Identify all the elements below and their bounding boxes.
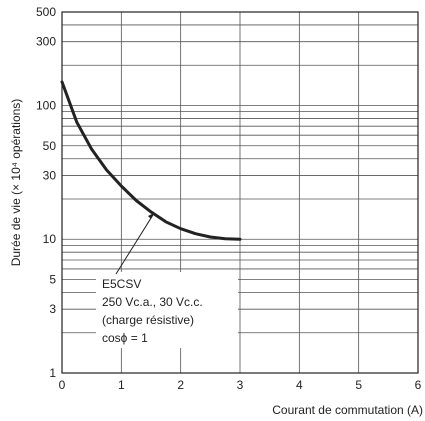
y-tick-label: 50 (43, 139, 57, 153)
annotation-text: cosϕ = 1 (102, 331, 148, 345)
y-axis-label: Durée de vie (× 10⁴ opérations) (9, 99, 23, 267)
annotation-text: (charge résistive) (102, 313, 194, 327)
y-tick-label: 30 (43, 168, 57, 182)
y-tick-label: 500 (36, 5, 56, 19)
plot-frame (61, 11, 419, 374)
annotation: E5CSV 250 Vc.a., 30 Vc.c. (charge résistiv… (96, 212, 238, 348)
x-tick-label: 0 (59, 378, 66, 392)
y-tick-label: 1 (49, 366, 56, 380)
annotation-leader (115, 214, 154, 275)
annotation-text: E5CSV (102, 277, 141, 291)
annotation-text: 250 Vc.a., 30 Vc.c. (102, 295, 203, 309)
y-tick-label: 100 (36, 98, 56, 112)
y-tick-label: 3 (49, 302, 56, 316)
x-tick-label: 2 (177, 378, 184, 392)
annotation-box (96, 272, 238, 348)
x-tick-label: 6 (415, 378, 422, 392)
y-tick-label: 300 (36, 35, 56, 49)
y-tick-label: 10 (43, 232, 57, 246)
x-axis-label: Courant de commutation (A) (272, 403, 423, 417)
annotation-arrowhead (147, 212, 154, 219)
x-tick-label: 5 (355, 378, 362, 392)
x-tick-label: 4 (296, 378, 303, 392)
x-tick-label: 3 (237, 378, 244, 392)
series-line (60, 80, 242, 241)
y-tick-label: 5 (49, 273, 56, 287)
series-layer (60, 80, 242, 241)
x-tick-label: 1 (118, 378, 125, 392)
